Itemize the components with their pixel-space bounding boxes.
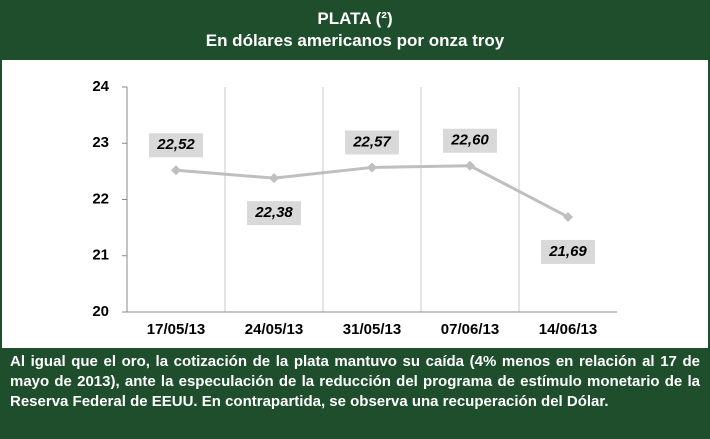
y-tick-label: 22 — [92, 190, 109, 207]
y-tick-label: 24 — [92, 78, 109, 95]
marker — [563, 211, 573, 222]
title: PLATA (²) — [317, 9, 393, 28]
value-label: 22,52 — [156, 136, 195, 153]
x-tick-label: 24/05/13 — [245, 321, 303, 338]
value-label-box — [443, 128, 497, 153]
marker — [367, 162, 377, 173]
chart: 20 21 22 23 24 17/05/13 24/05/13 31/05/13 07/06/… — [92, 78, 617, 338]
y-tick-label: 20 — [92, 303, 109, 320]
x-tick-label: 07/06/13 — [441, 321, 499, 338]
marker — [171, 165, 181, 176]
value-label: 22,38 — [254, 204, 293, 221]
marker — [465, 160, 475, 171]
line — [175, 164, 569, 219]
x-tick-label: 14/06/13 — [539, 321, 597, 338]
x-tick-label: 17/05/13 — [147, 321, 205, 338]
value-label: 22,60 — [450, 132, 489, 149]
value-label-box — [149, 133, 203, 158]
value-label: 21,69 — [548, 243, 587, 260]
x-tick-label: 31/05/13 — [343, 321, 401, 338]
value-label-box — [541, 239, 595, 264]
note: Al igual que el oro, la cotización de la… — [2, 348, 708, 437]
marker — [269, 173, 279, 184]
value-label-box — [247, 201, 301, 226]
value-label: 22,57 — [352, 133, 391, 150]
value-label-box — [345, 130, 399, 155]
y-tick-label: 21 — [92, 247, 109, 264]
y-tick-label: 23 — [92, 134, 109, 151]
subtitle: En dólares americanos por onza troy — [205, 31, 505, 50]
header: PLATA (²) En dólares americanos por onza… — [2, 2, 708, 60]
